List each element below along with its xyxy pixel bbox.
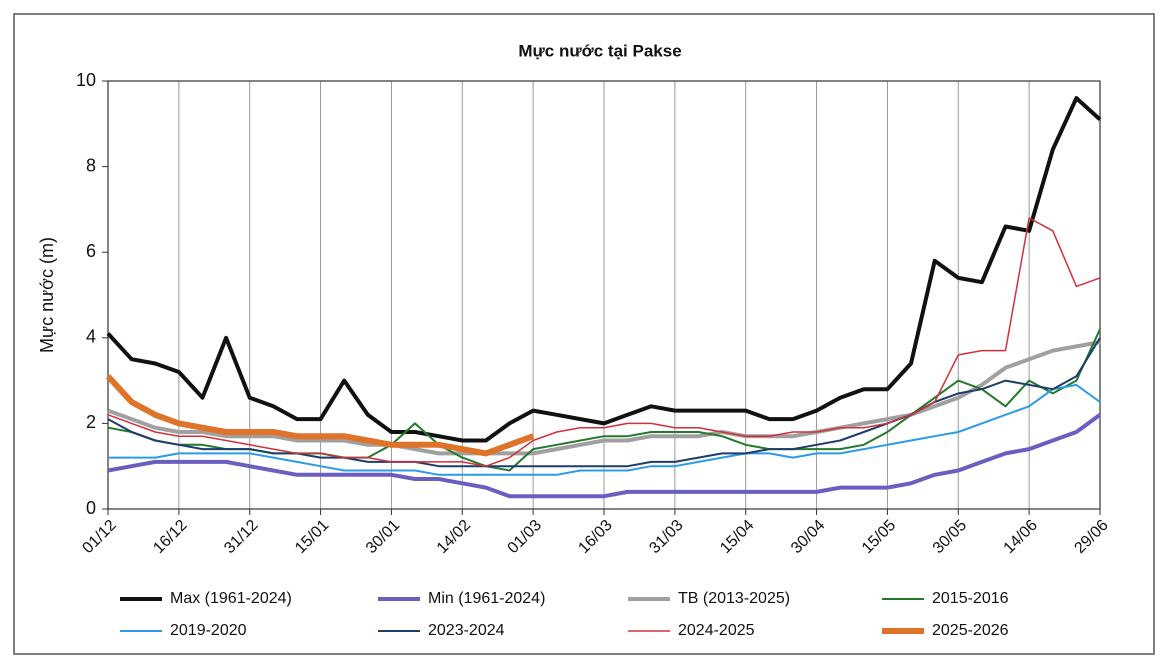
legend-label: 2025-2026 <box>932 622 1009 639</box>
legend-label: 2015-2016 <box>932 590 1009 607</box>
series-line <box>106 96 1102 443</box>
plot-area <box>107 80 1101 510</box>
series-line <box>107 217 1101 467</box>
y-axis-title: Mực nước (m) <box>37 237 57 353</box>
legend-label: 2023-2024 <box>428 622 505 639</box>
series-line <box>107 340 1101 456</box>
legend-label: 2024-2025 <box>678 622 755 639</box>
series-line <box>107 413 1102 499</box>
legend-label: Max (1961-2024) <box>170 590 292 607</box>
legend-label: Min (1961-2024) <box>428 590 545 607</box>
y-tick-label: 8 <box>86 155 96 175</box>
legend-label: 2019-2020 <box>170 622 247 639</box>
chart-title: Mực nước tại Pakse <box>518 41 681 60</box>
y-tick-label: 2 <box>86 412 96 432</box>
series-line <box>105 374 535 457</box>
y-tick-label: 10 <box>76 70 96 90</box>
legend-label: TB (2013-2025) <box>678 590 790 607</box>
chart-frame <box>13 13 1155 655</box>
y-tick-label: 0 <box>86 498 96 518</box>
series-line <box>108 383 1101 476</box>
y-tick-label: 6 <box>86 241 96 261</box>
y-tick-label: 4 <box>86 327 96 347</box>
